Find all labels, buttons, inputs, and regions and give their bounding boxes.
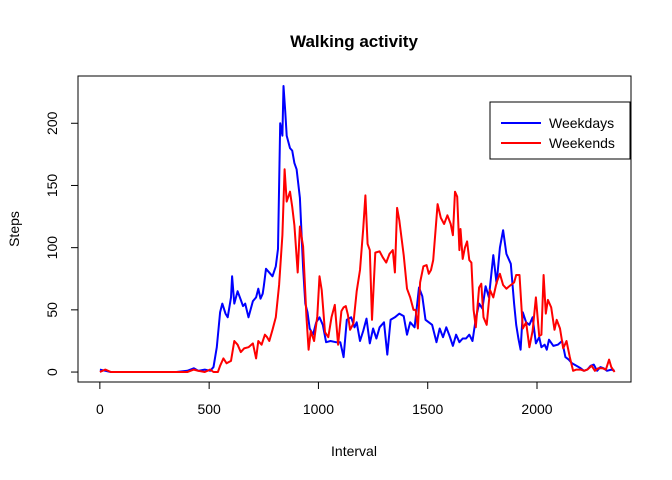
series-line-weekends <box>99 168 616 373</box>
legend-box <box>489 101 631 160</box>
y-axis: 0 50 100 150 200 <box>44 111 79 376</box>
series-layer <box>99 85 616 373</box>
x-tick-label: 1500 <box>412 401 443 417</box>
y-axis-label: Steps <box>6 211 22 247</box>
x-tick-label: 1000 <box>303 401 334 417</box>
x-axis: 0 500 1000 1500 2000 <box>96 381 553 417</box>
x-tick-label: 500 <box>197 401 221 417</box>
legend-label-weekends: Weekends <box>549 135 615 151</box>
y-tick-label: 200 <box>44 111 60 135</box>
series-line-weekdays <box>99 85 615 373</box>
chart-title: Walking activity <box>290 32 418 51</box>
y-tick-label: 50 <box>44 302 60 318</box>
x-tick-label: 0 <box>96 401 104 417</box>
x-tick-label: 2000 <box>521 401 552 417</box>
y-tick-label: 100 <box>44 236 60 260</box>
legend: Weekdays Weekends <box>489 101 631 160</box>
x-axis-label: Interval <box>331 443 377 459</box>
y-tick-label: 0 <box>44 368 60 376</box>
y-tick-label: 150 <box>44 174 60 198</box>
legend-label-weekdays: Weekdays <box>549 115 614 131</box>
